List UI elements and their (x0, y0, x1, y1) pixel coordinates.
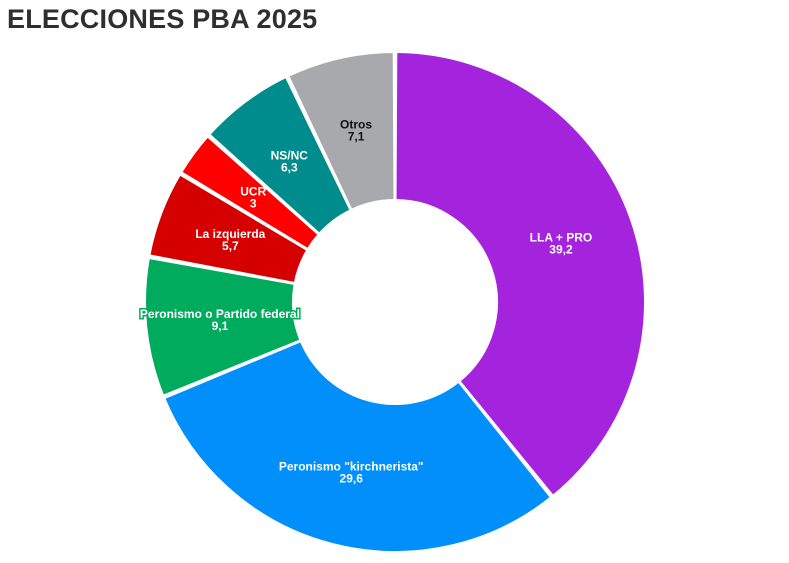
slice-peronismo-kirchnerista (162, 339, 553, 553)
slice-label-name: LLA + PRO (530, 230, 593, 244)
slice-label-value: 5,7 (222, 239, 239, 253)
slice-label-name: La izquierda (195, 227, 265, 241)
slice-label-name: Peronismo o Partido federal (140, 307, 300, 321)
slice-label-ns-nc: NS/NC6,3 (271, 148, 309, 174)
slice-label-peronismo-kirchnerista: Peronismo "kirchnerista"29,6 (279, 459, 424, 485)
slice-ucr (179, 135, 320, 251)
slice-label-value: 7,1 (348, 129, 365, 143)
slice-label-name: NS/NC (271, 148, 309, 162)
slice-label-name: Otros (340, 117, 372, 131)
slice-label-value: 6,3 (281, 160, 298, 174)
slice-label-value: 29,6 (340, 471, 364, 485)
slice-label-name: Peronismo "kirchnerista" (279, 459, 424, 473)
slice-la-izquierda (148, 173, 309, 285)
slice-lla-pro (394, 50, 646, 498)
slice-label-value: 3 (250, 197, 257, 211)
page-title: ELECCIONES PBA 2025 (7, 4, 318, 34)
slice-otros (286, 50, 396, 212)
slice-peronismo-o-partido-federal (144, 256, 302, 398)
slice-label-name: UCR (240, 185, 266, 199)
slice-label-value: 9,1 (212, 319, 229, 333)
slice-label-value: 39,2 (549, 242, 573, 256)
slice-ns-nc (207, 75, 352, 236)
